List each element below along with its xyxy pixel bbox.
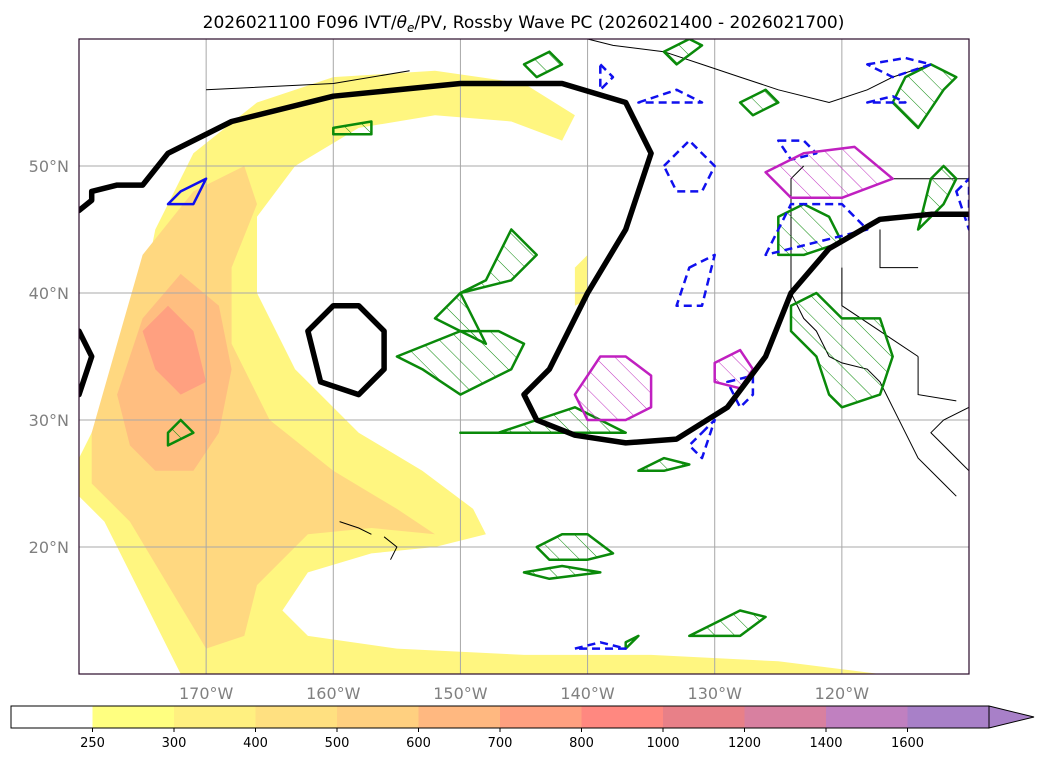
lon-tick-label: 130°W — [688, 684, 743, 703]
coastline — [930, 406, 969, 472]
lat-tick-label: 30°N — [29, 411, 69, 430]
colorbar-segment — [174, 706, 256, 728]
green-hatched-contour — [166, 418, 195, 447]
green-hatched-contour — [662, 39, 704, 66]
pv-magenta-contour — [573, 355, 653, 422]
colorbar-level-label: 1000 — [646, 736, 679, 751]
coastline — [841, 267, 919, 357]
colorbar-level-label: 800 — [569, 736, 594, 751]
colorbar-segment — [11, 706, 93, 728]
lon-tick-label: 150°W — [433, 684, 488, 703]
colorbar-level-label: 600 — [406, 736, 431, 751]
green-hatched-contour — [433, 228, 538, 346]
blue-contour — [866, 94, 907, 104]
coastline — [206, 70, 410, 91]
ivt-plume-core — [142, 305, 207, 395]
lat-tick-label: 50°N — [29, 157, 69, 176]
axis-tick-labels: 170°W 160°W 150°W 140°W 130°W 120°W 20°N 30°N 40… — [29, 157, 870, 703]
colorbar-segment — [255, 706, 338, 728]
ivt-shading-layer — [79, 70, 880, 674]
pv-magenta-contour — [764, 145, 894, 200]
blue-contour — [764, 202, 869, 257]
pv-magenta-contours — [573, 145, 894, 422]
thetae-contour — [79, 80, 969, 446]
lat-tick-label: 20°N — [29, 538, 69, 557]
blue-contour — [675, 253, 716, 307]
colorbar: 250 300 400 500 600 700 800 1000 1200 1400 1600 — [10, 705, 1035, 751]
thetae-contour — [79, 328, 95, 398]
blue-contour — [637, 88, 704, 104]
blue-contour — [573, 641, 627, 650]
green-hatched-contour — [624, 634, 640, 650]
colorbar-level-label: 1400 — [809, 736, 842, 751]
gridlines — [79, 39, 969, 674]
thetae-black-contours — [79, 80, 969, 446]
green-hatched-contour — [637, 456, 691, 473]
colorbar-level-label: 1200 — [728, 736, 761, 751]
colorbar-level-label: 250 — [80, 736, 105, 751]
green-hatched-contour — [332, 120, 373, 136]
colorbar-segment — [907, 706, 990, 728]
lon-tick-label: 160°W — [306, 684, 361, 703]
green-hatched-contour — [522, 564, 602, 581]
colorbar-segment — [92, 706, 175, 728]
thetae-contour — [305, 302, 387, 398]
green-hatched-contour — [522, 50, 564, 79]
colorbar-level-label: 500 — [325, 736, 350, 751]
colorbar-segment — [337, 706, 419, 728]
lon-tick-label: 170°W — [179, 684, 234, 703]
map-frame — [78, 38, 970, 675]
blue-contour — [166, 177, 208, 206]
colorbar-segment — [663, 706, 745, 728]
colorbar-level-label: 1600 — [891, 736, 924, 751]
chart-title: 2026021100 F096 IVT/θe/PV, Rossby Wave P… — [203, 13, 845, 35]
green-hatched-contour — [738, 88, 780, 117]
colorbar-segment — [500, 706, 582, 728]
blue-contour — [662, 139, 716, 193]
green-hatched-contour — [395, 329, 526, 396]
colorbar-segment — [581, 706, 664, 728]
colorbar-level-label: 700 — [488, 736, 513, 751]
blue-contour — [599, 63, 615, 92]
lat-tick-label: 40°N — [29, 284, 69, 303]
coastline — [879, 229, 919, 269]
lon-tick-label: 120°W — [815, 684, 870, 703]
coastline — [917, 356, 957, 402]
coastline — [339, 521, 372, 535]
colorbar-extend-arrow — [988, 705, 1035, 729]
lon-tick-label: 140°W — [560, 684, 615, 703]
colorbar-level-label: 400 — [243, 736, 268, 751]
green-hatched-contour — [789, 291, 894, 409]
colorbar-level-label: 300 — [162, 736, 187, 751]
green-hatched-contour — [688, 609, 767, 638]
colorbar-segment — [826, 706, 908, 728]
colorbar-segment — [418, 706, 501, 728]
blue-contour — [688, 418, 716, 460]
coastline — [383, 536, 398, 560]
green-hatched-contour — [535, 533, 615, 561]
colorbar-segment — [744, 706, 827, 728]
